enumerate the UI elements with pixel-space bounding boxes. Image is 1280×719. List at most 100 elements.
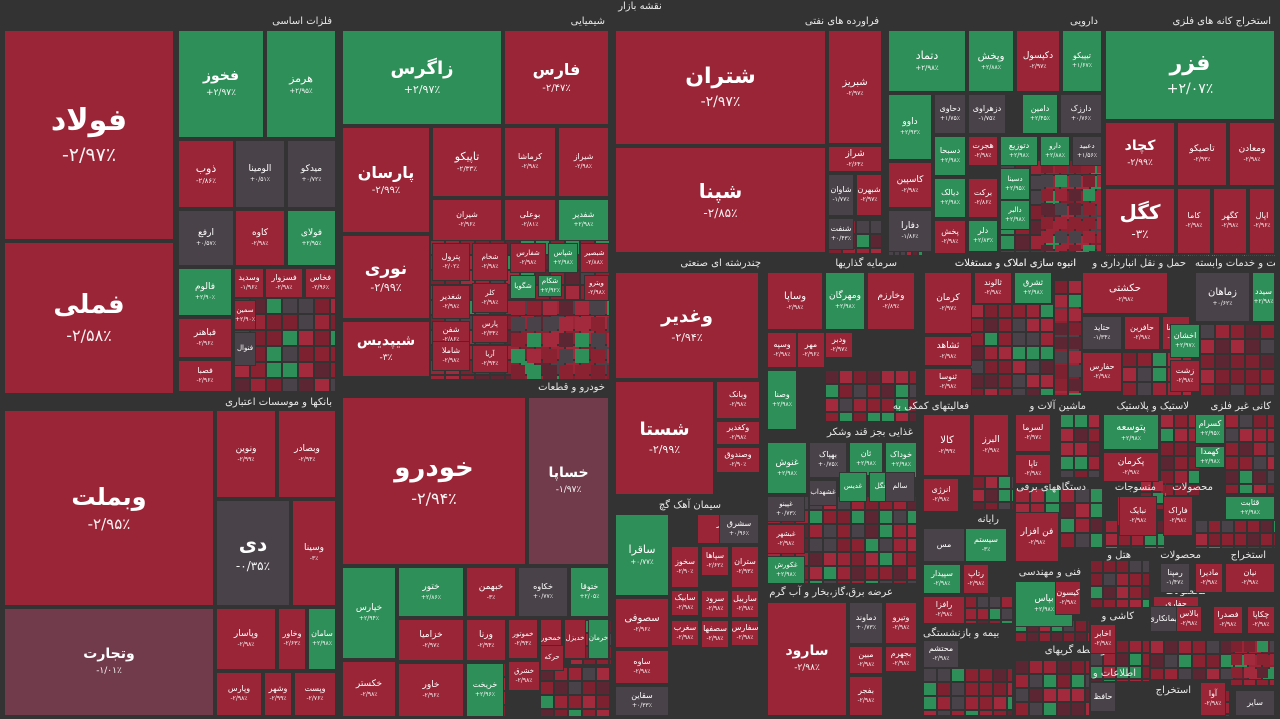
stock-tile[interactable]: اپال -۲/۹۶٪	[1249, 188, 1275, 254]
stock-tile[interactable]: حکشتی -۲/۹۸٪	[1082, 272, 1168, 314]
stock-tile[interactable]: شنفت +۰/۴۳٪	[828, 218, 854, 250]
stock-tile[interactable]: کگهر -۲/۹۸٪	[1213, 188, 1247, 254]
stock-tile[interactable]: شفدیر +۲/۹۸٪	[558, 199, 609, 241]
stock-tile[interactable]: سابیک -۲/۹۸٪	[671, 590, 699, 616]
stock-tile[interactable]: شبصیر -۲/۸۸٪	[580, 243, 609, 273]
stock-tile[interactable]: زماهان +۰/۶۲٪	[1195, 272, 1250, 322]
stock-tile[interactable]: فارس -۲/۴۷٪	[504, 30, 609, 125]
stock-tile[interactable]: خپارس +۲/۹۴٪	[342, 567, 396, 659]
stock-tile[interactable]: البرز -۲/۹۸٪	[973, 414, 1009, 476]
stock-tile[interactable]: الومینا +۰/۵۱٪	[235, 140, 285, 208]
stock-tile[interactable]: وپاسار -۲/۹۸٪	[216, 608, 276, 670]
stock-tile[interactable]: وبملت -۲/۹۵٪	[4, 410, 214, 606]
stock-tile[interactable]: دسبحا +۲/۹۸٪	[934, 136, 966, 176]
stock-tile[interactable]: لسرما -۲/۹۷٪	[1015, 414, 1051, 452]
stock-tile[interactable]: دلر +۲/۸۳٪	[968, 220, 998, 252]
stock-tile[interactable]: خکاوه +۰/۷۷٪	[518, 567, 568, 617]
stock-tile[interactable]: بفجر -۲/۹۸٪	[849, 676, 883, 716]
stock-tile[interactable]: آوا -۲/۹۸٪	[1200, 682, 1226, 716]
stock-tile[interactable]: پتوسعه +۲/۹۸٪	[1103, 414, 1159, 450]
stock-tile[interactable]: وخارزم -۲/۸۹٪	[867, 272, 915, 330]
stock-tile[interactable]: وبصادر -۲/۹۴٪	[278, 410, 336, 498]
stock-tile[interactable]: سغرب -۲/۹۸٪	[671, 620, 699, 646]
stock-tile[interactable]: دی -۰/۳۵٪	[216, 500, 290, 606]
stock-tile[interactable]: دفارا -۱/۸۶٪	[888, 210, 932, 252]
stock-tile[interactable]: ختور +۲/۸۶٪	[398, 567, 464, 617]
stock-tile[interactable]: سیدد +۲/۹۸٪	[1252, 272, 1275, 322]
stock-tile[interactable]: وکغدیر -۲/۹۸٪	[716, 421, 760, 445]
stock-tile[interactable]: محتشم -۲/۹۸٪	[923, 640, 959, 668]
stock-tile[interactable]: برکت -۲/۸۶٪	[968, 178, 998, 218]
stock-tile[interactable]: وصندوق -۲/۹۰٪	[716, 447, 760, 473]
stock-tile[interactable]: وخاور -۲/۶۳٪	[278, 608, 306, 670]
stock-tile[interactable]: ارفع +۰/۵۷٪	[178, 210, 234, 266]
stock-tile[interactable]: خزامیا -۲/۹۷٪	[398, 619, 464, 661]
stock-tile[interactable]: ومعادن -۲/۹۸٪	[1229, 122, 1275, 186]
stock-tile[interactable]: پترول -۲/۰۲٪	[432, 243, 470, 281]
stock-tile[interactable]: سصوفی -۲/۹۶٪	[615, 598, 669, 648]
stock-tile[interactable]: غنوش +۲/۹۸٪	[767, 442, 807, 494]
stock-tile[interactable]: سارود -۲/۹۸٪	[767, 602, 847, 716]
stock-tile[interactable]: سامان +۲/۹۸٪	[308, 608, 336, 670]
stock-tile[interactable]: خساپا -۱/۹۷٪	[528, 397, 609, 565]
stock-tile[interactable]: ساربیل -۲/۹۸٪	[731, 590, 759, 618]
stock-tile[interactable]: شاملا -۲/۹۸٪	[432, 341, 470, 371]
stock-tile[interactable]: سپیدار -۲/۹۸٪	[923, 564, 961, 594]
stock-tile[interactable]: دارزک +۰/۷۶٪	[1060, 94, 1102, 134]
stock-tile[interactable]: پخش -۲/۹۸٪	[934, 220, 966, 254]
stock-tile[interactable]: حتاید -۱/۳۴٪	[1082, 316, 1122, 350]
stock-tile[interactable]: وتجارت -۱/۰۱٪	[4, 608, 214, 716]
stock-tile[interactable]: دکپسول -۲/۹۷٪	[1016, 30, 1060, 92]
stock-tile[interactable]: چکاپا -۲/۹۸٪	[1247, 606, 1275, 634]
stock-tile[interactable]: وتیرو -۲/۹۸٪	[885, 602, 917, 644]
stock-tile[interactable]: فملی -۲/۵۸٪	[4, 242, 174, 394]
stock-tile[interactable]: شگویا	[510, 275, 536, 299]
stock-tile[interactable]: دالبر +۲/۹۸٪	[1000, 200, 1030, 230]
stock-tile[interactable]: قثابت +۲/۹۸٪	[1225, 496, 1275, 520]
stock-tile[interactable]: حرکه	[540, 645, 564, 671]
stock-tile[interactable]: فنوال	[234, 332, 256, 366]
stock-tile[interactable]: هجرت -۲/۹۸٪	[968, 136, 998, 166]
stock-tile[interactable]: فولای +۲/۹۵٪	[287, 210, 336, 266]
stock-tile[interactable]: ثنوسا -۲/۹۸٪	[924, 368, 972, 396]
stock-tile[interactable]: شاوان -۱/۷۷٪	[828, 174, 854, 216]
stock-tile[interactable]: سیستم -۳٪	[965, 528, 1007, 562]
stock-tile[interactable]: شخام -۲/۹۸٪	[472, 243, 508, 281]
stock-tile[interactable]: وصنا +۲/۹۸٪	[767, 370, 797, 430]
stock-tile[interactable]: پیمانکاری	[1150, 606, 1178, 632]
stock-tile[interactable]: وسپه -۲/۹۸٪	[767, 332, 797, 368]
stock-tile[interactable]: سشرق +۰/۹۶٪	[719, 514, 759, 544]
stock-tile[interactable]: دماوند +۰/۷۳٪	[849, 602, 883, 644]
stock-tile[interactable]: مهر -۲/۹۶٪	[797, 332, 825, 368]
stock-tile[interactable]: وسدید -۱/۹۶٪	[234, 268, 264, 298]
stock-tile[interactable]: رافزا -۲/۹۸٪	[923, 596, 965, 624]
stock-tile[interactable]: فولاد -۲/۹۷٪	[4, 30, 174, 240]
stock-tile[interactable]: فسزوار -۲/۹۸٪	[265, 268, 303, 298]
stock-tile[interactable]: کهمدا +۲/۹۸٪	[1195, 446, 1225, 468]
stock-tile[interactable]: حفارس -۲/۹۸٪	[1082, 352, 1122, 392]
stock-tile[interactable]: غکورش +۲/۹۸٪	[767, 556, 805, 584]
stock-tile[interactable]: بوعلی -۲/۸۱٪	[504, 199, 556, 241]
stock-tile[interactable]: مادیرا -۲/۹۸٪	[1195, 563, 1223, 593]
stock-tile[interactable]: خموتور -۲/۹۴٪	[508, 619, 538, 659]
stock-tile[interactable]: شپنا -۲/۸۵٪	[615, 147, 826, 253]
stock-tile[interactable]: تاپیکو -۲/۳۳٪	[432, 127, 502, 197]
stock-tile[interactable]: غدیس	[839, 472, 867, 502]
stock-tile[interactable]: زشت -۲/۹۸٪	[1170, 360, 1200, 392]
stock-tile[interactable]: حافظ	[1090, 682, 1116, 712]
stock-tile[interactable]: وپارس -۲/۹۸٪	[216, 672, 262, 716]
stock-tile[interactable]: آریا -۲/۹۴٪	[472, 345, 508, 373]
stock-tile[interactable]: مس	[923, 528, 965, 562]
stock-tile[interactable]: فصبا -۲/۹۶٪	[178, 360, 232, 392]
stock-tile[interactable]: نوری -۲/۹۹٪	[342, 235, 430, 319]
stock-tile[interactable]: غشهداب	[809, 480, 837, 506]
stock-tile[interactable]: ثشرق +۲/۹۸٪	[1014, 272, 1052, 304]
stock-tile[interactable]: فباهنر -۲/۹۶٪	[178, 318, 232, 358]
stock-tile[interactable]: شغدیر -۲/۹۸٪	[432, 285, 470, 319]
stock-tile[interactable]: هرمز +۲/۹۵٪	[266, 30, 336, 138]
stock-tile[interactable]: شتران -۲/۹۷٪	[615, 30, 826, 145]
stock-tile[interactable]: وپخش +۲/۸۸٪	[968, 30, 1014, 92]
stock-tile[interactable]: سمین +۲/۹۰٪	[234, 300, 256, 330]
stock-tile[interactable]: سالم	[885, 472, 915, 502]
stock-tile[interactable]: شیران -۲/۹۶٪	[432, 199, 502, 241]
